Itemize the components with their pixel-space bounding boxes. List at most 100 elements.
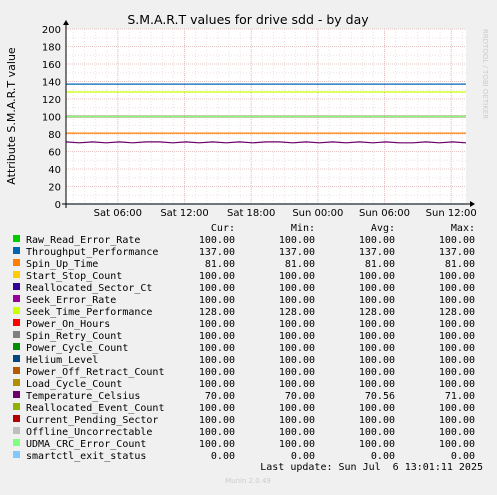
legend-swatch [13,415,20,422]
legend-value-max: 100.00 [439,427,475,438]
legend-value-avg: 0.00 [371,451,395,462]
x-tick-label: Sat 18:00 [227,208,275,219]
y-tick-label: 20 [48,183,61,194]
x-tick-label: Sun 00:00 [292,208,343,219]
legend-value-cur: 100.00 [199,343,235,354]
legend-value-min: 100.00 [279,319,315,330]
chart-title: S.M.A.R.T values for drive sdd - by day [127,12,369,27]
legend-series-name: Reallocated_Sector_Ct [26,283,152,294]
legend-series-name: smartctl_exit_status [26,451,146,462]
legend-value-max: 100.00 [439,403,475,414]
y-tick-label: 80 [48,130,61,141]
x-tick-label: Sun 12:00 [426,208,477,219]
legend-value-avg: 100.00 [359,403,395,414]
y-tick-label: 40 [48,165,61,176]
y-axis-arrow-icon [63,20,69,25]
legend-swatch [13,271,20,278]
last-update: Last update: Sun Jul 6 13:01:11 2025 [260,462,483,473]
y-tick-label: 200 [42,25,61,36]
y-tick-label: 0 [55,200,61,211]
legend-swatch [13,247,20,254]
legend-series-name: Seek_Error_Rate [26,295,116,306]
legend-header-avg: Avg: [371,223,395,234]
x-tick-label: Sat 06:00 [94,208,142,219]
legend-header-min: Min: [291,223,315,234]
legend-value-min: 100.00 [279,331,315,342]
legend-value-max: 100.00 [439,331,475,342]
legend-value-cur: 100.00 [199,415,235,426]
legend-series-name: Current_Pending_Sector [26,415,158,426]
legend-value-min: 100.00 [279,439,315,450]
legend-swatch [13,439,20,446]
legend-series-name: Temperature_Celsius [26,391,140,402]
legend-value-max: 81.00 [445,259,475,270]
axes [62,20,475,208]
legend-value-min: 100.00 [279,295,315,306]
legend-value-avg: 100.00 [359,355,395,366]
y-tick-label: 160 [42,60,61,71]
legend-value-cur: 100.00 [199,427,235,438]
x-tick-label: Sun 06:00 [359,208,410,219]
x-axis-arrow-icon [470,201,475,207]
legend-value-min: 0.00 [291,451,315,462]
legend-value-cur: 100.00 [199,295,235,306]
legend-value-avg: 81.00 [365,259,395,270]
legend-value-min: 100.00 [279,343,315,354]
legend-value-avg: 100.00 [359,235,395,246]
legend-value-max: 100.00 [439,319,475,330]
legend-header-cur: Cur: [211,223,235,234]
legend-series-name: Raw_Read_Error_Rate [26,235,140,246]
y-axis-label: Attribute S.M.A.R.T value [5,47,18,185]
legend-header-max: Max: [451,223,475,234]
legend-swatch [13,319,20,326]
legend-value-avg: 100.00 [359,415,395,426]
legend-value-cur: 0.00 [211,451,235,462]
legend-swatch [13,343,20,350]
legend-value-cur: 100.00 [199,331,235,342]
legend-value-avg: 100.00 [359,319,395,330]
legend-value-min: 100.00 [279,283,315,294]
legend-value-min: 137.00 [279,247,315,258]
legend-value-cur: 100.00 [199,355,235,366]
legend-value-avg: 137.00 [359,247,395,258]
legend-value-min: 100.00 [279,271,315,282]
legend-series-name: Power_On_Hours [26,319,110,330]
y-tick-label: 180 [42,43,61,54]
legend-series-name: Seek_Time_Performance [26,307,152,318]
legend-value-avg: 100.00 [359,427,395,438]
legend-value-cur: 128.00 [199,307,235,318]
legend-value-cur: 100.00 [199,367,235,378]
legend-value-avg: 100.00 [359,367,395,378]
legend-value-min: 70.00 [285,391,315,402]
series-line [65,141,467,144]
legend-swatch [13,427,20,434]
legend-swatch [13,403,20,410]
legend-swatch [13,391,20,398]
legend-series-name: Helium_Level [26,355,98,366]
legend-series-name: Power_Off_Retract_Count [26,367,164,378]
legend-value-min: 100.00 [279,367,315,378]
legend-swatch [13,379,20,386]
legend-value-max: 100.00 [439,367,475,378]
x-tick-label: Sat 12:00 [160,208,208,219]
legend-value-max: 100.00 [439,343,475,354]
legend-swatch [13,259,20,266]
y-tick-label: 140 [42,78,61,89]
legend-value-avg: 100.00 [359,295,395,306]
legend-value-avg: 128.00 [359,307,395,318]
legend-series-name: UDMA_CRC_Error_Count [26,439,146,450]
legend-value-cur: 100.00 [199,271,235,282]
legend-value-min: 100.00 [279,355,315,366]
legend-swatch [13,331,20,338]
side-label: RRDTOOL / TOBI OETIKER [481,29,489,119]
legend-value-cur: 100.00 [199,379,235,390]
legend-value-cur: 100.00 [199,283,235,294]
legend-swatch [13,451,20,458]
legend-value-max: 100.00 [439,355,475,366]
legend-value-max: 100.00 [439,271,475,282]
tick-labels: 0 20 40 60 80 100 120 140 160 180 200 Sat 06:00 Sat … [42,25,477,219]
legend-swatch [13,307,20,314]
legend-value-min: 100.00 [279,415,315,426]
legend-value-max: 100.00 [439,235,475,246]
